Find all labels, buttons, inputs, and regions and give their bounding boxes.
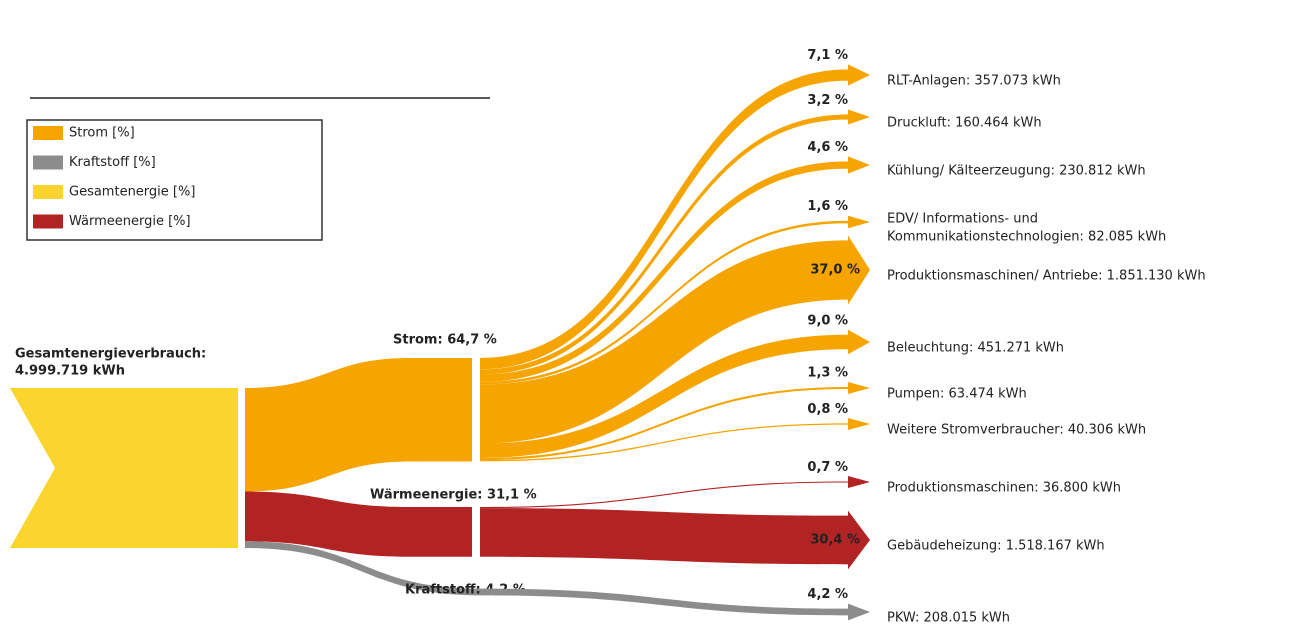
group-label: Wärmeenergie: 31,1 % xyxy=(370,488,537,503)
target-label: EDV/ Informations- und xyxy=(887,212,1038,227)
legend-swatch xyxy=(33,126,63,140)
group-band xyxy=(245,541,480,596)
legend-swatch xyxy=(33,185,63,199)
flow-value-label: 37,0 % xyxy=(810,263,860,278)
target-label: Beleuchtung: 451.271 kWh xyxy=(887,341,1064,356)
source-label: Gesamtenergieverbrauch: xyxy=(15,347,206,362)
target-label: RLT-Anlagen: 357.073 kWh xyxy=(887,74,1061,89)
flow-value-label: 0,8 % xyxy=(807,402,848,417)
legend-swatch xyxy=(33,214,63,229)
flow-value-label: 3,2 % xyxy=(807,93,848,108)
target-label: Pumpen: 63.474 kWh xyxy=(887,387,1027,402)
flow xyxy=(480,418,870,462)
group-band xyxy=(245,491,472,557)
target-label: Kühlung/ Kälteerzeugung: 230.812 kWh xyxy=(887,164,1146,179)
legend-label: Kraftstoff [%] xyxy=(69,155,156,170)
legend-swatch xyxy=(33,155,63,170)
flow-value-label: 30,4 % xyxy=(810,533,860,548)
flow xyxy=(480,235,870,444)
flow xyxy=(480,329,870,458)
target-label: Produktionsmaschinen: 36.800 kWh xyxy=(887,481,1121,496)
flow-value-label: 9,0 % xyxy=(807,313,848,328)
flow-value-label: 7,1 % xyxy=(807,48,848,63)
legend-label: Wärmeenergie [%] xyxy=(69,214,191,229)
target-label: Druckluft: 160.464 kWh xyxy=(887,116,1042,131)
legend-label: Strom [%] xyxy=(69,126,135,141)
source-label: 4.999.719 kWh xyxy=(15,364,125,379)
target-label: Produktionsmaschinen/ Antriebe: 1.851.13… xyxy=(887,269,1206,284)
group-band xyxy=(245,358,472,492)
flow-value-label: 4,2 % xyxy=(807,587,848,602)
legend-box xyxy=(26,119,323,241)
target-label: Weitere Stromverbraucher: 40.306 kWh xyxy=(887,423,1146,438)
source-arrow xyxy=(10,388,238,548)
flow-value-label: 0,7 % xyxy=(807,460,848,475)
group-label: Strom: 64,7 % xyxy=(393,333,497,348)
flow xyxy=(480,508,870,570)
target-label: PKW: 208.015 kWh xyxy=(887,611,1010,624)
flow-value-label: 1,3 % xyxy=(807,365,848,380)
flow xyxy=(480,588,870,621)
flow xyxy=(480,476,870,509)
legend-label: Gesamtenergie [%] xyxy=(69,185,195,200)
target-label: Gebäudeheizung: 1.518.167 kWh xyxy=(887,539,1105,554)
target-label: Kommunikationstechnologien: 82.085 kWh xyxy=(887,230,1166,245)
flow-value-label: 4,6 % xyxy=(807,140,848,155)
flow-value-label: 1,6 % xyxy=(807,199,848,214)
